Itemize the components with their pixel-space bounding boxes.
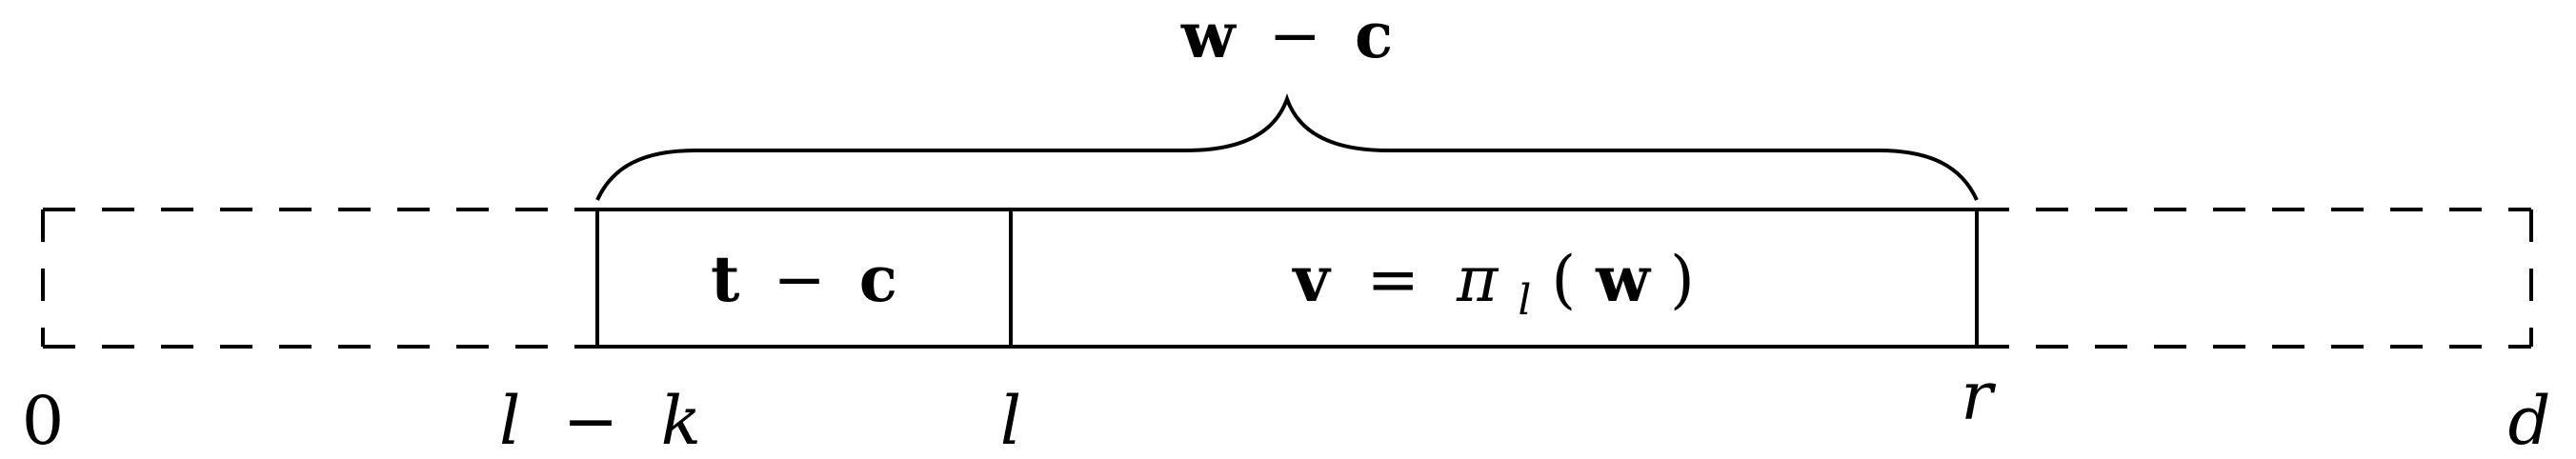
segment-left-minus: −	[774, 243, 826, 316]
window-rect	[595, 208, 1979, 349]
brace-label-c: c	[1355, 0, 1393, 72]
segment-left-c: c	[859, 242, 897, 316]
brace-label-minus: −	[1269, 0, 1321, 72]
axis-label-l-minus-k: l − k	[499, 382, 701, 459]
segment-left-label: t − c	[711, 242, 897, 316]
segment-right-v: v	[1291, 242, 1331, 316]
axis-label-l: l	[1000, 382, 1021, 459]
segment-left-t: t	[711, 242, 740, 316]
axis-label-r: r	[1961, 357, 1996, 435]
axis-label-l-minus-k-k: k	[661, 382, 701, 459]
segment-right-close-paren: )	[1670, 243, 1695, 316]
axis-label-l-minus-k-minus: −	[563, 382, 619, 459]
segment-right-label: v = π l ( w )	[1291, 242, 1694, 329]
segment-right-subscript-l: l	[1518, 276, 1531, 325]
window-box	[581, 208, 1993, 349]
curly-brace	[595, 93, 1979, 201]
axis-label-zero: 0	[22, 382, 65, 459]
axis-label-d: d	[2508, 382, 2551, 459]
segment-right-w: w	[1595, 242, 1652, 316]
segment-right-open-paren: (	[1551, 243, 1576, 316]
axis-label-l-minus-k-l: l	[499, 382, 520, 459]
brace-label-w: w	[1180, 0, 1238, 72]
segment-right-equals: =	[1367, 243, 1419, 316]
outer-dashed-interval	[41, 208, 2533, 349]
brace-label: w − c	[1180, 0, 1393, 72]
segment-right-pi: π	[1456, 243, 1499, 316]
